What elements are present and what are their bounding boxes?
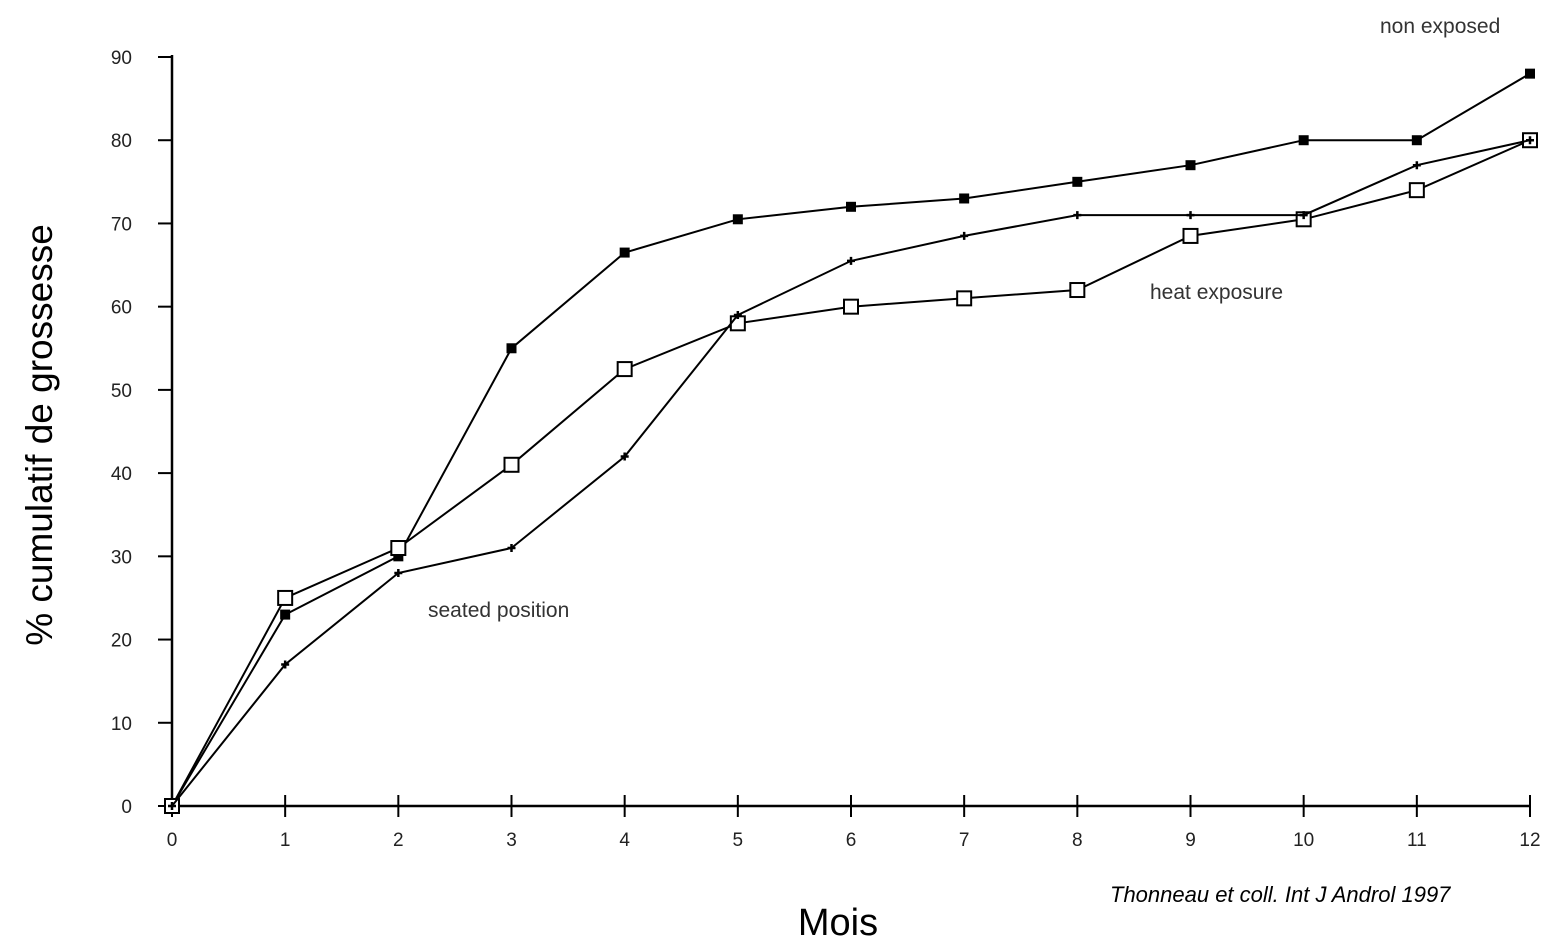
x-tick-label: 6 [846, 830, 857, 851]
data-point [620, 452, 629, 461]
x-tick-label: 1 [280, 830, 291, 851]
data-point [1299, 211, 1308, 220]
data-point [956, 290, 973, 307]
source-citation: Thonneau et coll. Int J Androl 1997 [1110, 882, 1451, 907]
data-point [1185, 160, 1196, 171]
series-seated-position [168, 136, 1534, 810]
annotation-seated-position: seated position [428, 599, 569, 622]
annotation-heat-exposure: heat exposure [1150, 281, 1283, 304]
x-tick-label: 8 [1072, 830, 1083, 851]
series-line [171, 72, 1531, 807]
x-tick-label: 12 [1519, 830, 1540, 851]
data-point [843, 298, 859, 315]
series-line [171, 139, 1531, 807]
annotation-non-exposed: non exposed [1380, 15, 1500, 38]
x-tick-label: 9 [1185, 830, 1196, 851]
y-tick-label: 90 [111, 48, 132, 69]
y-tick-label: 80 [111, 131, 132, 152]
x-tick-label: 2 [393, 830, 404, 851]
data-point [507, 544, 516, 553]
series-non-exposed [167, 68, 1535, 811]
x-tick-label: 7 [959, 830, 970, 851]
data-point [277, 589, 294, 606]
data-point [846, 201, 856, 212]
y-tick-label: 0 [121, 797, 132, 818]
data-point [619, 247, 630, 258]
data-point [616, 361, 633, 378]
data-point [503, 456, 520, 473]
data-point [732, 214, 743, 225]
data-point [959, 193, 970, 204]
data-point [1186, 211, 1195, 220]
data-point [1298, 135, 1309, 146]
x-tick-label: 0 [167, 830, 178, 851]
data-point [733, 310, 742, 319]
series-line [171, 139, 1531, 807]
series-heat-exposure [164, 132, 1538, 814]
data-point [1526, 136, 1534, 145]
series-layer [164, 68, 1538, 814]
data-point [394, 568, 403, 577]
y-axis-label: % cumulatif de grossesse [19, 224, 60, 646]
x-tick-label: 5 [733, 830, 744, 851]
y-tick-label: 50 [111, 381, 132, 402]
data-point [168, 802, 176, 810]
data-point [506, 343, 517, 354]
y-axis-ticks: 0 10 20 30 40 50 60 70 80 90 [111, 48, 172, 818]
data-point [1182, 227, 1199, 244]
y-tick-label: 20 [111, 631, 132, 652]
x-tick-label: 4 [619, 830, 630, 851]
y-tick-label: 70 [111, 214, 132, 235]
data-point [280, 609, 291, 620]
x-tick-label: 10 [1293, 830, 1314, 851]
x-axis-ticks: 0 1 2 3 4 5 6 7 8 9 10 11 12 [167, 795, 1541, 851]
data-point [1072, 176, 1083, 187]
data-point [1408, 182, 1425, 199]
data-point [1525, 68, 1535, 79]
x-tick-label: 3 [506, 830, 517, 851]
y-tick-label: 60 [111, 298, 132, 319]
data-point [390, 540, 407, 557]
data-point [1411, 135, 1422, 146]
data-point [847, 256, 855, 265]
data-point [281, 660, 290, 669]
data-point [393, 551, 404, 562]
axes [170, 55, 1530, 808]
data-point [960, 231, 969, 240]
x-tick-label: 11 [1407, 830, 1427, 851]
y-tick-label: 10 [111, 714, 132, 735]
y-tick-label: 30 [111, 547, 132, 568]
data-point [1073, 211, 1082, 220]
y-tick-label: 40 [111, 464, 132, 485]
x-axis-label: Mois [798, 902, 878, 944]
data-point [1069, 282, 1086, 299]
data-point [1412, 161, 1421, 170]
